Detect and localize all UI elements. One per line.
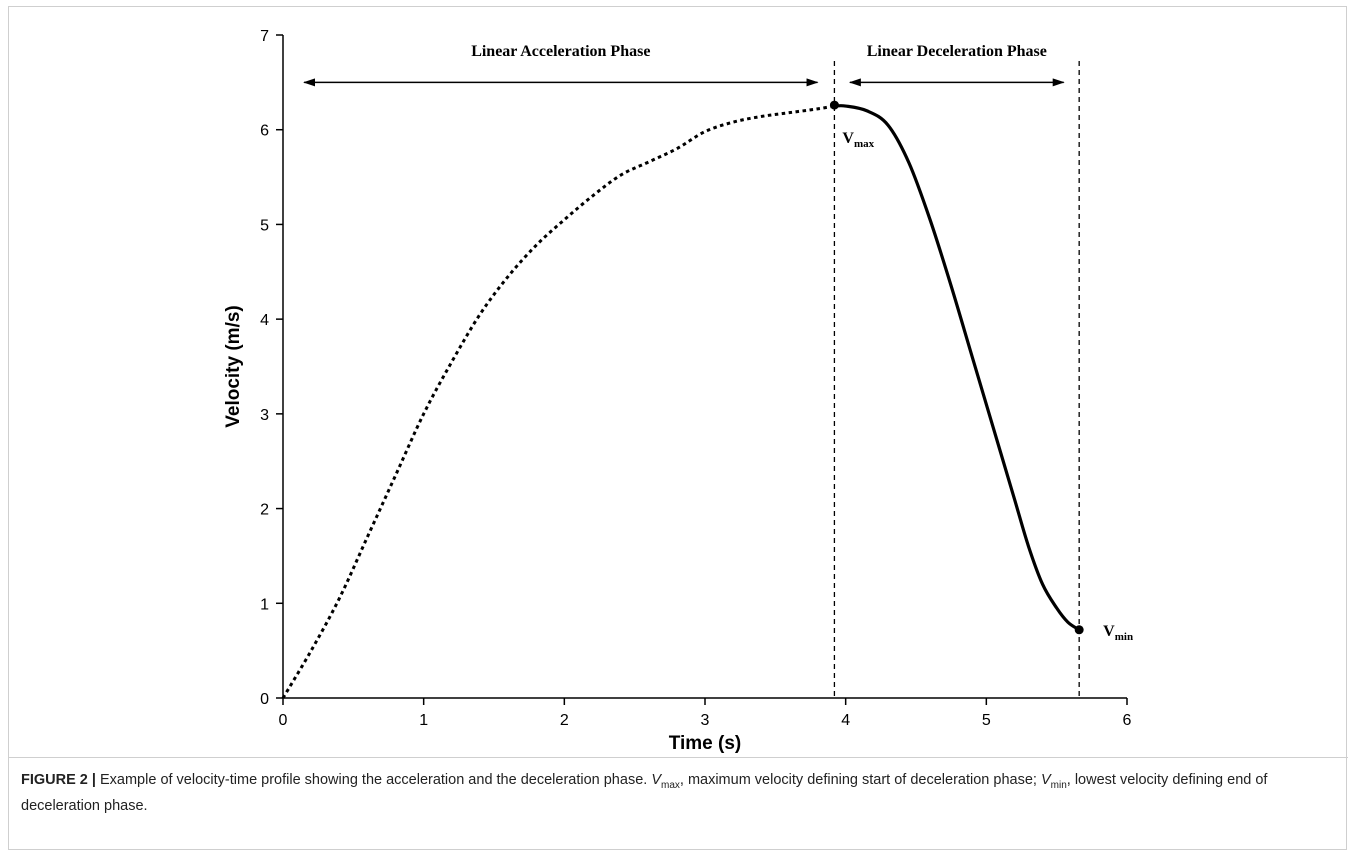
acceleration-phase-label: Linear Acceleration Phase bbox=[471, 43, 650, 60]
y-tick-label: 4 bbox=[260, 312, 269, 329]
y-tick-label: 0 bbox=[260, 691, 269, 708]
x-tick-label: 0 bbox=[279, 712, 288, 729]
vmax-point bbox=[829, 100, 839, 110]
caption-vmin-symbol: V bbox=[1040, 772, 1051, 788]
point-label-subscript: max bbox=[854, 138, 875, 150]
caption-intro: Example of velocity-time profile showing… bbox=[95, 772, 652, 788]
vmax-label: Vmax bbox=[842, 130, 874, 150]
figure-number: FIGURE 2 | bbox=[21, 772, 96, 788]
x-tick-label: 1 bbox=[419, 712, 428, 729]
y-tick-label: 7 bbox=[260, 28, 269, 45]
y-tick-label: 3 bbox=[260, 407, 269, 424]
y-tick-label: 6 bbox=[260, 123, 269, 140]
x-tick-label: 4 bbox=[841, 712, 850, 729]
caption-vmin-text: , lowest velocity defining end of decele… bbox=[21, 772, 1268, 814]
point-label-symbol: V bbox=[842, 130, 854, 147]
x-tick-label: 2 bbox=[560, 712, 569, 729]
deceleration-series-line bbox=[834, 104, 1081, 632]
vmin-point bbox=[1074, 625, 1084, 635]
y-tick-label: 1 bbox=[260, 596, 269, 613]
point-label-symbol: V bbox=[1103, 623, 1115, 640]
point-label-subscript: min bbox=[1115, 631, 1133, 643]
axes: 0 1 2 3 4 5 6 0 1 2 3 4 5 6 7 bbox=[260, 28, 1131, 729]
caption-vmax-sub: max bbox=[660, 779, 680, 791]
x-tick-label: 5 bbox=[982, 712, 991, 729]
y-tick-label: 2 bbox=[260, 502, 269, 519]
figure-caption: FIGURE 2 | Example of velocity-time prof… bbox=[9, 757, 1348, 817]
caption-vmin-sub: min bbox=[1050, 779, 1067, 791]
x-axis-title: Time (s) bbox=[669, 733, 742, 754]
caption-vmax-text: , maximum velocity defining start of dec… bbox=[679, 772, 1041, 788]
series-group bbox=[281, 104, 1081, 699]
x-tick-label: 3 bbox=[701, 712, 710, 729]
acceleration-series-line bbox=[281, 104, 835, 699]
vmin-label: Vmin bbox=[1103, 623, 1133, 643]
phase-annotations: Linear Acceleration Phase Linear Decelera… bbox=[303, 43, 1065, 87]
phase-boundaries bbox=[833, 61, 1080, 698]
y-tick-label: 5 bbox=[260, 217, 269, 234]
deceleration-phase-label: Linear Deceleration Phase bbox=[867, 43, 1047, 60]
caption-vmax-symbol: V bbox=[651, 772, 661, 788]
y-axis-title: Velocity (m/s) bbox=[223, 305, 244, 428]
x-tick-label: 6 bbox=[1123, 712, 1132, 729]
